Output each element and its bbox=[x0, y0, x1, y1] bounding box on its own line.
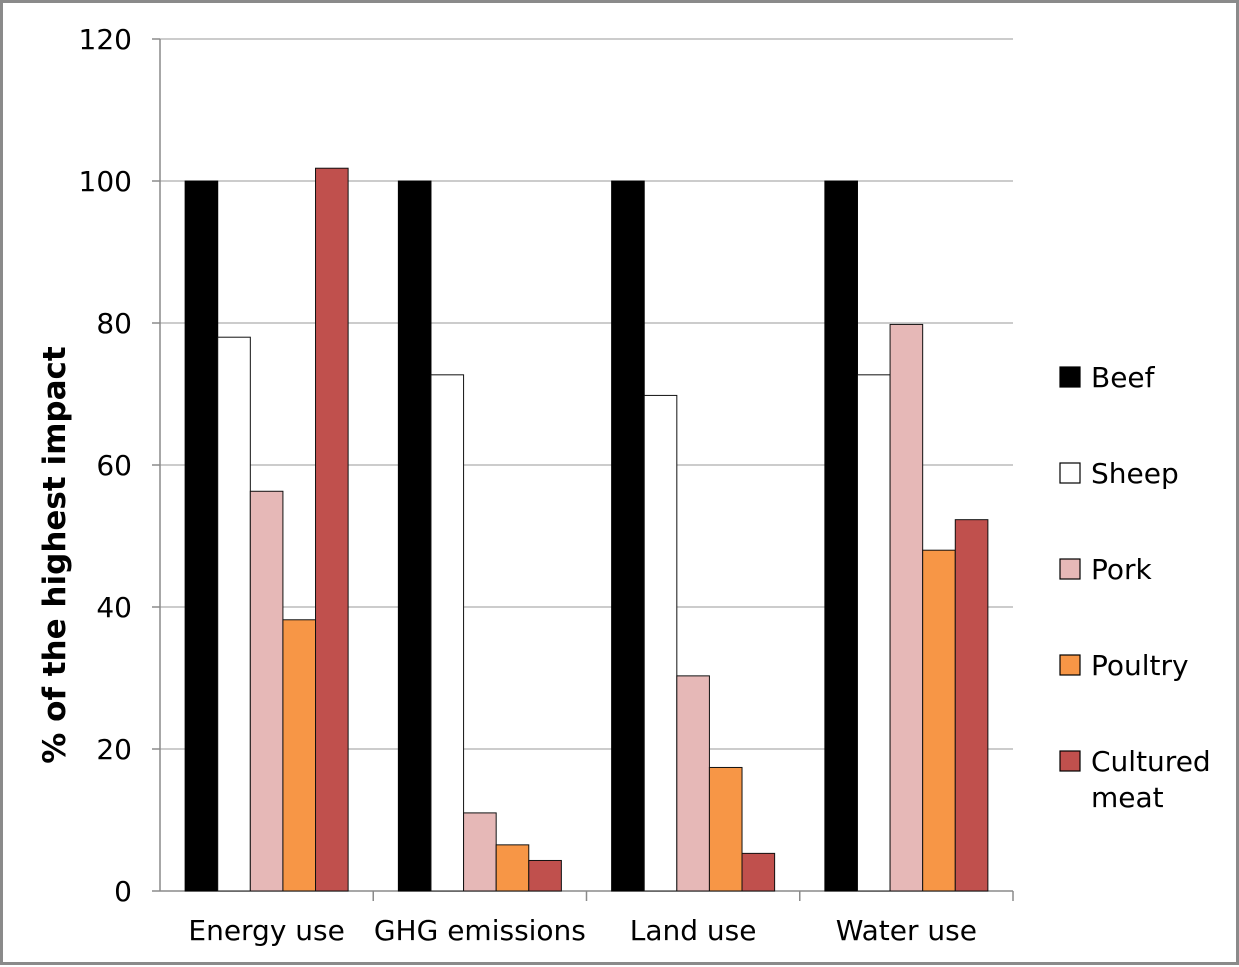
x-category-label: Water use bbox=[836, 914, 977, 947]
bar-cultured-meat bbox=[741, 852, 776, 892]
bar-pork bbox=[889, 323, 924, 892]
bar-poultry bbox=[282, 619, 317, 892]
bar-sheep bbox=[856, 374, 891, 892]
legend-swatch-sheep bbox=[1059, 462, 1081, 484]
bar-pork bbox=[676, 675, 710, 892]
bar-beef bbox=[397, 180, 432, 892]
x-category-label: GHG emissions bbox=[374, 914, 586, 947]
y-tick-label: 60 bbox=[96, 449, 132, 482]
bar-cultured-meat bbox=[528, 859, 562, 892]
y-tick-label: 120 bbox=[79, 23, 132, 56]
legend-swatch-beef bbox=[1059, 366, 1081, 388]
legend-label: Poultry bbox=[1091, 649, 1189, 682]
legend-label: Beef bbox=[1091, 361, 1156, 394]
bar-chart: 0 20 40 60 80 100 120 Energy use GHG emissions La… bbox=[37, 23, 1211, 947]
bar-beef bbox=[611, 180, 645, 892]
bar-pork bbox=[249, 490, 284, 892]
y-tick-label: 0 bbox=[114, 875, 132, 908]
x-category-label: Land use bbox=[630, 914, 757, 947]
bar-cultured-meat bbox=[315, 167, 349, 892]
bars bbox=[184, 167, 989, 892]
legend-label: Pork bbox=[1091, 553, 1153, 586]
bar-beef bbox=[824, 180, 858, 892]
legend-label: Sheep bbox=[1091, 457, 1179, 490]
bar-poultry bbox=[495, 844, 530, 892]
bar-beef bbox=[184, 180, 219, 892]
bar-poultry bbox=[922, 549, 956, 892]
legend-swatch-cultured-meat bbox=[1059, 750, 1081, 772]
bar-pork bbox=[463, 812, 497, 892]
bar-sheep bbox=[217, 336, 251, 892]
labels: 0 20 40 60 80 100 120 Energy use GHG emissions La… bbox=[37, 23, 977, 947]
bar-sheep bbox=[643, 394, 678, 892]
legend-label: meat bbox=[1091, 781, 1164, 814]
y-tick-label: 20 bbox=[96, 733, 132, 766]
y-axis-label: % of the highest impact bbox=[37, 346, 73, 764]
bar-poultry bbox=[708, 766, 743, 892]
y-tick-label: 40 bbox=[96, 591, 132, 624]
bar-sheep bbox=[430, 374, 465, 892]
x-category-label: Energy use bbox=[188, 914, 345, 947]
y-tick-label: 80 bbox=[96, 307, 132, 340]
legend-swatch-poultry bbox=[1059, 654, 1081, 676]
bar-cultured-meat bbox=[954, 519, 989, 892]
y-tick-label: 100 bbox=[79, 165, 132, 198]
legend-label: Cultured bbox=[1091, 745, 1211, 778]
legend-swatch-pork bbox=[1059, 558, 1081, 580]
